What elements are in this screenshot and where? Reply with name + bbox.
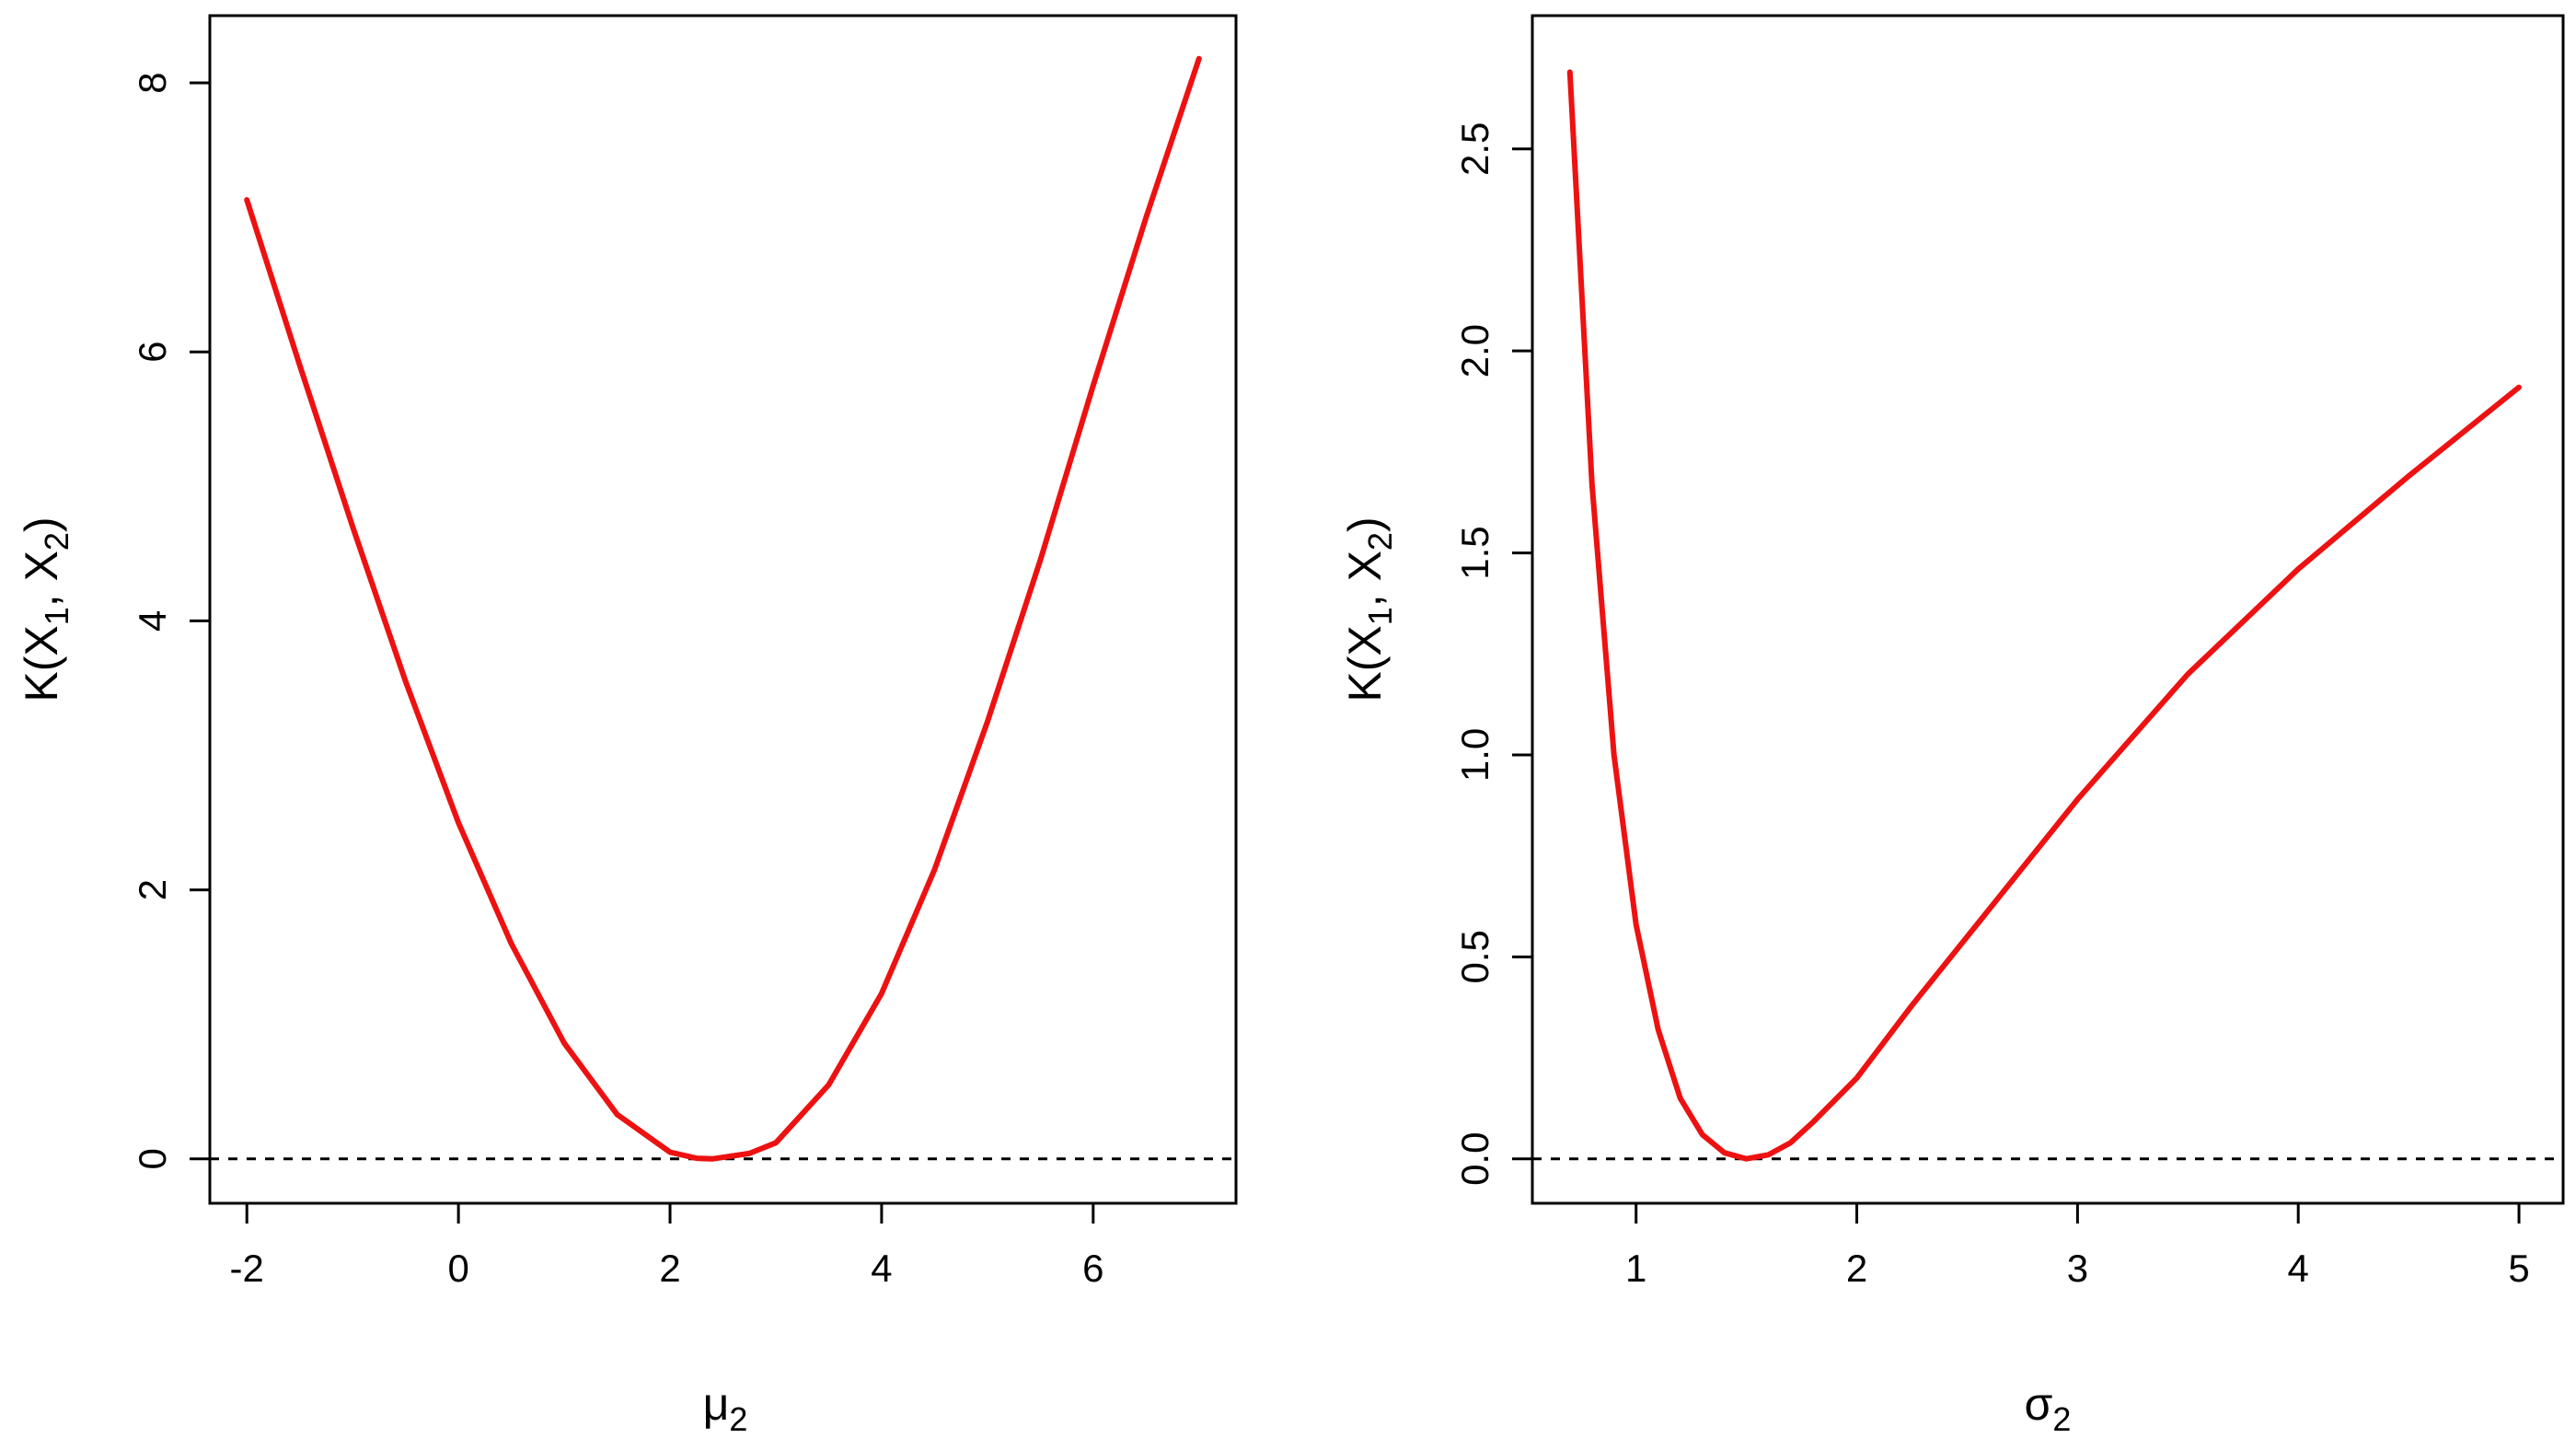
y-tick-label-left: 2 (131, 879, 174, 900)
x-tick-label-right: 1 (1625, 1247, 1646, 1290)
x-axis-left: -2 0 2 4 6 (230, 1203, 1103, 1290)
x-tick-label-left: 4 (871, 1247, 892, 1290)
y-tick-label-right: 2.0 (1453, 324, 1496, 377)
x-tick-label-right: 4 (2288, 1247, 2309, 1290)
panel-right: 0.0 0.5 1.0 1.5 2.0 2.5 1 2 3 4 5 σ2 K(X1, X2) (1339, 14, 2565, 1438)
x-tick-label-left: 2 (659, 1247, 680, 1290)
y-tick-label-right: 2.5 (1453, 122, 1496, 176)
y-tick-label-right: 1.0 (1453, 728, 1496, 782)
y-tick-label-left: 0 (131, 1148, 174, 1169)
y-tick-label-right: 1.5 (1453, 526, 1496, 579)
y-axis-left: 0 2 4 6 8 (131, 72, 210, 1169)
x-tick-label-left: 0 (447, 1247, 468, 1290)
x-axis-title-right: σ2 (2025, 1378, 2072, 1438)
y-tick-label-right: 0.0 (1453, 1132, 1496, 1186)
x-tick-label-left: 6 (1082, 1247, 1103, 1290)
plot-frame-right (1531, 14, 2565, 1205)
x-tick-label-left: -2 (230, 1247, 264, 1290)
plot-frame-left (208, 14, 1238, 1205)
series-line-right (1566, 69, 2522, 1162)
x-axis-title-left: μ2 (703, 1378, 748, 1438)
panel-left: 0 2 4 6 8 -2 0 2 4 6 μ2 K(X1, X2) (16, 14, 1238, 1438)
y-axis-right: 0.0 0.5 1.0 1.5 2.0 2.5 (1453, 122, 1532, 1186)
y-tick-label-left: 6 (131, 342, 174, 363)
y-tick-label-right: 0.5 (1453, 930, 1496, 983)
x-tick-label-right: 3 (2067, 1247, 2088, 1290)
y-axis-title-left: K(X1, X2) (16, 516, 75, 702)
x-tick-label-right: 2 (1846, 1247, 1867, 1290)
x-axis-right: 1 2 3 4 5 (1625, 1203, 2530, 1290)
x-tick-label-right: 5 (2508, 1247, 2529, 1290)
y-tick-label-left: 8 (131, 72, 174, 93)
y-tick-label-left: 4 (131, 610, 174, 632)
series-line-left (244, 55, 1202, 1162)
y-axis-title-right: K(X1, X2) (1339, 516, 1399, 702)
